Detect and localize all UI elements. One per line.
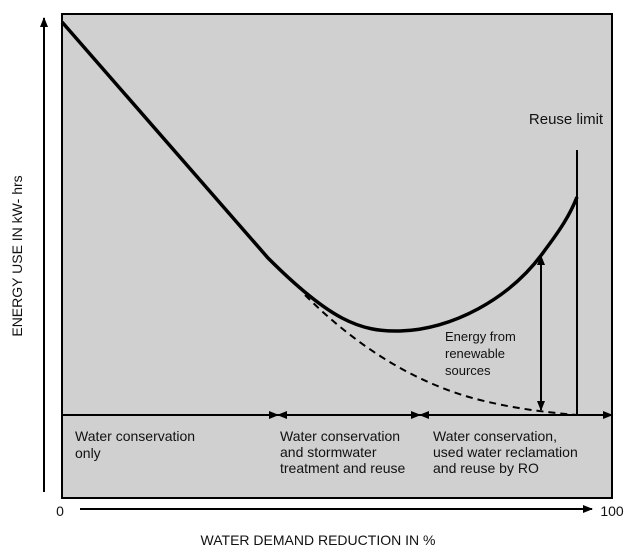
x-end: 100 xyxy=(600,503,624,519)
renewable-label: renewable xyxy=(445,346,505,361)
phase-text: Water conservation, xyxy=(433,428,557,444)
phase-text: and reuse by RO xyxy=(433,460,539,476)
phase-text: treatment and reuse xyxy=(280,460,406,476)
energy-curve xyxy=(60,20,579,333)
renewable-label: Energy from xyxy=(445,329,516,344)
plot-area xyxy=(61,13,613,499)
phase-text: used water reclamation xyxy=(433,444,578,460)
x-start: 0 xyxy=(56,503,64,519)
phase-text: only xyxy=(75,445,101,461)
x-label: WATER DEMAND REDUCTION IN % xyxy=(201,532,436,548)
y-label: ENERGY USE IN kW- hrs xyxy=(9,175,25,336)
renewable-label: sources xyxy=(445,363,491,378)
phase-text: and stormwater xyxy=(280,444,377,460)
reuse-limit-label: Reuse limit xyxy=(529,111,604,128)
phase-text: Water conservation xyxy=(75,428,195,444)
phase-text: Water conservation xyxy=(280,428,400,444)
